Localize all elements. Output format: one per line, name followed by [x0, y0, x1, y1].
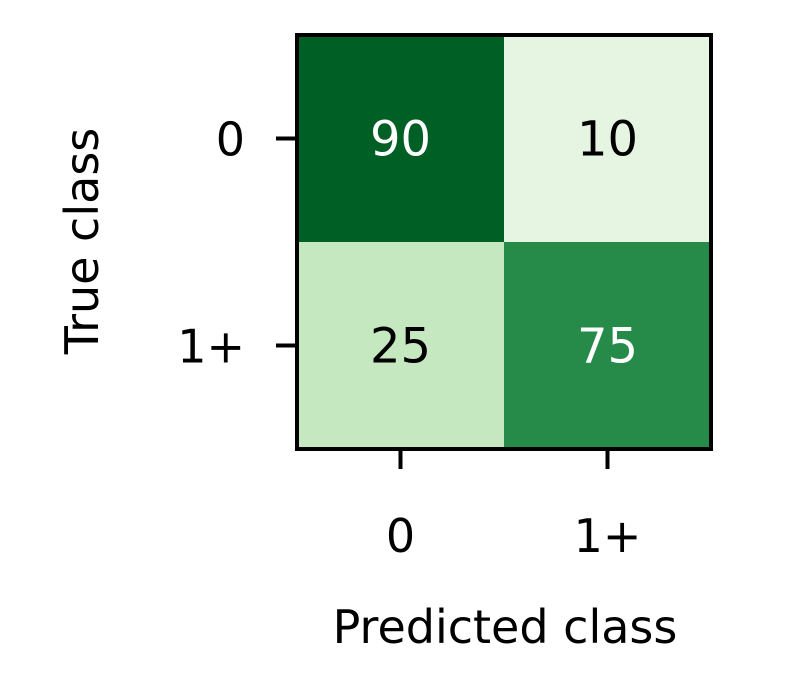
plot-frame [295, 33, 713, 451]
x-tick-label-0: 0 [386, 509, 415, 563]
y-tick-label-1: 1+ [177, 320, 245, 374]
y-axis-ticks: 0 1+ [177, 113, 297, 374]
cell-value-labels: 90 10 25 75 [370, 112, 638, 375]
x-axis-ticks: 0 1+ [386, 449, 642, 563]
cell-value-0-1: 10 [577, 112, 638, 168]
heatmap-cell-1-1 [504, 242, 711, 449]
cell-value-1-0: 25 [370, 319, 431, 375]
y-axis-label: True class [55, 128, 109, 356]
cell-value-0-0: 90 [370, 112, 431, 168]
heatmap-cells [297, 35, 711, 449]
x-tick-label-1: 1+ [574, 509, 642, 563]
heatmap-cell-1-0 [297, 242, 504, 449]
x-axis-label: Predicted class [333, 600, 678, 654]
y-tick-label-0: 0 [216, 113, 245, 167]
cell-value-1-1: 75 [577, 319, 638, 375]
heatmap-cell-0-0 [297, 35, 504, 242]
heatmap-cell-0-1 [504, 35, 711, 242]
